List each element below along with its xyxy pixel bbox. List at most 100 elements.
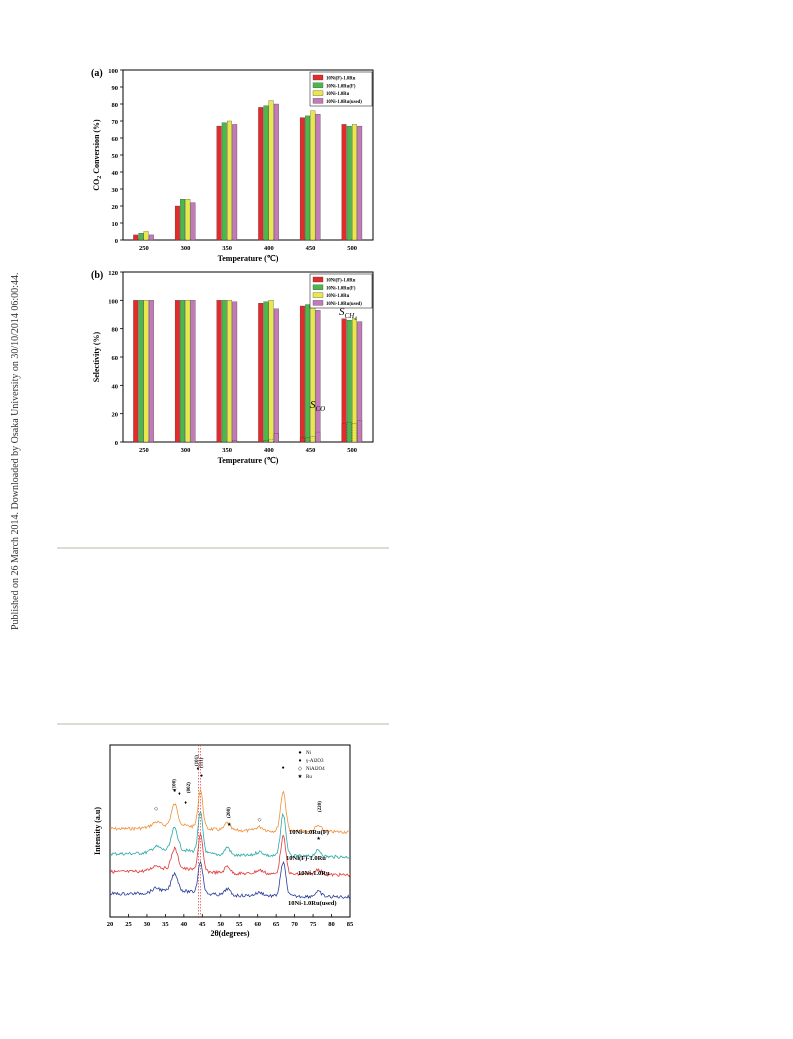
y-tick-label: 50 <box>112 153 119 160</box>
co-bar <box>310 436 316 443</box>
bar <box>216 300 222 443</box>
bar <box>190 300 196 443</box>
bar <box>315 114 321 241</box>
y-tick-label: 80 <box>112 102 119 109</box>
legend-label: 10Ni(F)-1.0Ru <box>326 279 356 284</box>
legend-label: 10Ni-1.0Ru <box>326 92 350 97</box>
bar <box>180 300 186 443</box>
bar <box>258 303 264 443</box>
bar <box>258 107 264 241</box>
x-tick-label: 50 <box>218 921 225 928</box>
peak-label: (100) <box>173 779 178 790</box>
x-tick-label: 45 <box>199 921 206 928</box>
section-divider <box>57 723 389 725</box>
x-tick-label: 25 <box>125 921 132 928</box>
co-bar <box>346 421 352 443</box>
x-tick-label: 55 <box>236 921 243 928</box>
publication-side-note: Published on 26 March 2014. Downloaded b… <box>10 273 21 630</box>
phase-marker: ◇ <box>154 806 158 812</box>
co2-conversion-chart: (a) 0 10 20 30 40 50 60 70 80 90 100 CO2 Conversion … <box>91 68 374 263</box>
y-tick-label: 40 <box>112 383 119 390</box>
bar <box>148 300 154 443</box>
co-bar <box>273 433 279 443</box>
xrd-trace <box>109 788 351 834</box>
bar <box>221 122 227 241</box>
bar <box>346 125 352 241</box>
xrd-trace <box>109 860 351 899</box>
bar <box>232 301 238 443</box>
co-bar <box>263 440 269 443</box>
legend-label: NiAl2O4 <box>306 767 325 772</box>
x-tick-label: 450 <box>306 447 316 454</box>
y-tick-label: 70 <box>112 119 119 126</box>
x-tick-label: 350 <box>222 447 232 454</box>
co-bar <box>299 437 305 443</box>
legend-swatch <box>312 276 324 283</box>
xrd-trace <box>109 832 351 878</box>
bar <box>263 105 269 241</box>
bar <box>299 305 305 443</box>
co-bar <box>305 437 311 443</box>
legend-symbol: ● <box>298 750 301 756</box>
sample-label: 10Ni-1.0Ru(used) <box>288 900 337 907</box>
x-axis-label: Temperature (℃) <box>218 456 279 465</box>
peak-label: (220) <box>318 801 323 812</box>
bar <box>216 125 222 241</box>
y-tick-label: 20 <box>112 412 119 419</box>
x-tick-label: 400 <box>264 245 274 252</box>
phase-marker: ♦ <box>178 792 181 797</box>
x-tick-label: 400 <box>264 447 274 454</box>
legend-swatch <box>312 300 324 306</box>
y-tick-label: 90 <box>112 85 119 92</box>
x-tick-label: 65 <box>273 921 280 928</box>
bar <box>305 115 311 241</box>
bar <box>273 103 279 241</box>
x-tick-label: 300 <box>181 447 191 454</box>
sample-label: 10Ni-1.0Ru <box>298 870 330 877</box>
side-note-text: Published on 26 March 2014. Downloaded b… <box>10 273 21 630</box>
legend-swatch <box>312 292 324 298</box>
legend-swatch <box>312 284 324 290</box>
y-tick-label: 40 <box>112 170 119 177</box>
x-tick-label: 40 <box>181 921 188 928</box>
bar <box>227 120 232 241</box>
sample-label: 10Ni(F)-1.0Ru <box>286 855 326 862</box>
x-tick-label: 30 <box>144 921 151 928</box>
legend-swatch <box>312 90 324 96</box>
bar <box>143 300 149 443</box>
peak-label: (111) <box>199 757 204 768</box>
y-tick-label: 100 <box>108 68 118 75</box>
xrd-pattern-chart: 20 25 30 35 40 45 50 55 60 65 70 75 80 85 2θ(degrees) I… <box>93 744 354 938</box>
y-axis-label: CO2 Conversion (%) <box>92 119 103 191</box>
co-bar <box>351 423 357 443</box>
x-tick-label: 350 <box>222 245 232 252</box>
bar <box>227 300 232 443</box>
phase-marker: ★ <box>316 836 321 842</box>
y-tick-label: 60 <box>112 355 119 362</box>
legend-label: Ru <box>306 775 312 780</box>
xrd-trace <box>109 810 351 860</box>
bar <box>268 100 274 241</box>
bar <box>263 301 269 443</box>
bar <box>174 300 180 443</box>
y-axis-label: Selectivity (%) <box>92 331 101 382</box>
bar <box>273 308 279 443</box>
x-tick-label: 300 <box>181 245 191 252</box>
bar <box>190 202 196 241</box>
co-bar <box>315 431 321 443</box>
legend-symbol: ★ <box>298 773 303 780</box>
legend-label: 10Ni(F)-1.0Ru <box>326 77 356 82</box>
phase-marker: ◇ <box>258 817 262 823</box>
y-tick-label: 0 <box>115 440 118 447</box>
legend-swatch <box>312 82 324 88</box>
x-tick-label: 250 <box>139 245 149 252</box>
y-tick-label: 10 <box>112 221 119 228</box>
legend-label: Ni <box>306 751 312 756</box>
bar <box>352 124 357 241</box>
x-axis-label: Temperature (℃) <box>218 254 279 263</box>
panel-label: (a) <box>91 68 103 79</box>
y-tick-label: 120 <box>108 270 118 277</box>
phase-marker: ★ <box>227 822 232 828</box>
legend-label: 10Ni-1.0Ru <box>326 294 350 299</box>
x-tick-label: 80 <box>328 921 335 928</box>
